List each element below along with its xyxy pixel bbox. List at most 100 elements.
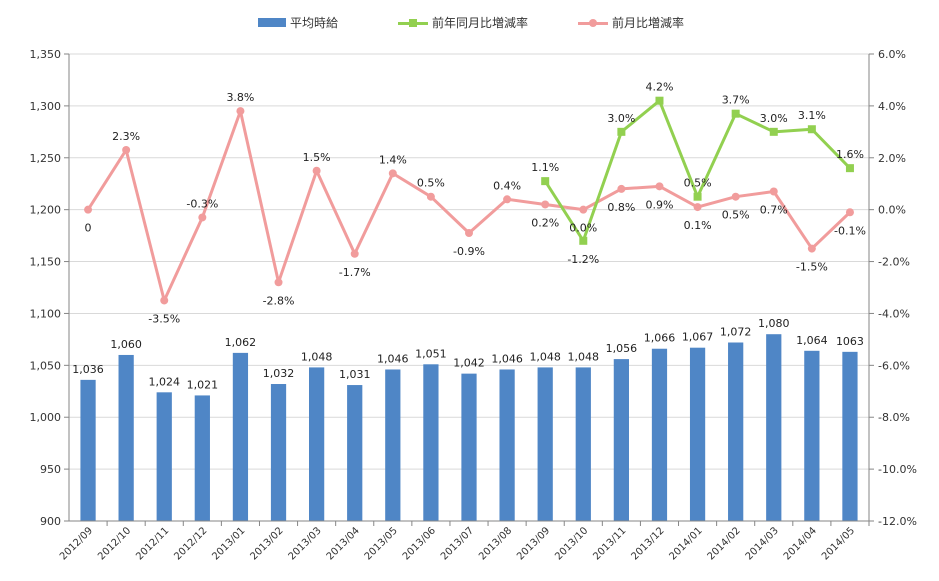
- x-tick-label: 2013/06: [401, 525, 438, 562]
- mom-point: [617, 184, 626, 193]
- x-tick-label: 2013/03: [287, 525, 324, 562]
- x-tick-label: 2013/05: [363, 525, 400, 562]
- yoy-value-label: -1.2%: [567, 253, 599, 266]
- legend-label-yoy: 前年同月比増減率: [432, 16, 529, 30]
- mom-point: [541, 200, 550, 209]
- y-left-tick-label: 1,000: [30, 411, 62, 424]
- mom-point: [465, 229, 473, 238]
- yoy-point: [617, 127, 626, 136]
- yoy-point: [693, 192, 702, 201]
- mom-value-label: 0: [85, 222, 92, 235]
- mom-point: [160, 296, 169, 305]
- legend-item-avg-wage: 平均時給: [258, 14, 338, 31]
- mom-value-label: -0.9%: [453, 245, 485, 258]
- x-tick-label: 2013/12: [629, 525, 666, 562]
- x-tick-label: 2014/04: [782, 525, 819, 562]
- mom-value-label: 0.1%: [684, 219, 712, 232]
- bar: [689, 347, 706, 521]
- mom-value-label: 1.4%: [379, 153, 407, 166]
- bar-value-label: 1,056: [606, 342, 638, 355]
- bar: [804, 350, 820, 521]
- y-left-tick-label: 1,150: [30, 256, 62, 269]
- mom-point: [655, 182, 664, 191]
- mom-value-label: 0.8%: [607, 201, 635, 214]
- mom-value-label: 0.9%: [645, 198, 673, 211]
- mom-value-label: 0.0%: [569, 222, 597, 235]
- x-tick-label: 2012/09: [58, 525, 95, 562]
- mom-value-label: -2.8%: [263, 294, 295, 307]
- bar: [385, 369, 401, 521]
- mom-value-label: 3.8%: [226, 91, 254, 104]
- mom-point: [579, 205, 588, 214]
- bar: [613, 359, 629, 521]
- bar: [842, 351, 858, 521]
- bar: [499, 369, 515, 521]
- x-tick-label: 2013/09: [515, 525, 552, 562]
- yoy-value-label: 3.7%: [722, 94, 750, 107]
- bar-value-label: 1,062: [225, 336, 257, 349]
- bar: [270, 384, 287, 521]
- bar-value-label: 1,021: [187, 378, 219, 391]
- bar: [461, 373, 477, 521]
- bar: [156, 392, 172, 521]
- bar-value-label: 1,072: [720, 326, 752, 339]
- y-left-tick-label: 1,300: [30, 100, 62, 113]
- x-tick-label: 2013/10: [553, 525, 590, 562]
- yoy-value-label: 4.2%: [645, 81, 673, 94]
- y-right-tick-label: -12.0%: [878, 515, 917, 528]
- yoy-point: [579, 236, 588, 245]
- mom-value-label: 1.5%: [303, 151, 331, 164]
- y-right-tick-label: -6.0%: [878, 359, 910, 372]
- bar: [232, 352, 249, 521]
- mom-value-label: 2.3%: [112, 130, 140, 143]
- yoy-value-label: 0.5%: [684, 177, 712, 190]
- bar-value-label: 1,046: [377, 352, 409, 365]
- bar-value-label: 1,024: [148, 375, 180, 388]
- bar-value-label: 1063: [836, 335, 864, 348]
- y-right-tick-label: 2.0%: [878, 152, 906, 165]
- mom-value-label: 0.7%: [760, 204, 788, 217]
- mom-point: [503, 195, 512, 204]
- bar: [766, 334, 782, 521]
- mom-value-label: -3.5%: [148, 312, 180, 325]
- bar-value-label: 1,048: [301, 350, 333, 363]
- y-left-tick-label: 1,200: [30, 204, 62, 217]
- mom-value-label: 0.2%: [531, 216, 559, 229]
- bar-value-label: 1,042: [453, 357, 485, 370]
- x-tick-label: 2013/04: [325, 525, 362, 562]
- yoy-point: [807, 125, 816, 134]
- yoy-value-label: 3.0%: [760, 112, 788, 125]
- mom-point: [769, 187, 778, 196]
- bar-value-label: 1,031: [339, 368, 371, 381]
- mom-point: [312, 166, 321, 175]
- y-right-tick-label: -4.0%: [878, 307, 910, 320]
- legend-label-mom: 前月比増減率: [612, 16, 685, 30]
- x-tick-label: 2013/11: [591, 525, 628, 562]
- mom-point: [274, 278, 283, 287]
- x-tick-label: 2014/02: [706, 525, 743, 562]
- mom-point: [84, 205, 93, 214]
- bar-value-label: 1,048: [529, 350, 561, 363]
- y-left-tick-label: 1,100: [30, 307, 62, 320]
- bar-value-label: 1,036: [72, 363, 104, 376]
- bar: [194, 395, 210, 521]
- y-left-tick-label: 1,250: [30, 152, 62, 165]
- y-left-tick-label: 1,050: [30, 359, 62, 372]
- x-tick-label: 2013/02: [248, 525, 285, 562]
- x-tick-label: 2013/01: [210, 525, 247, 562]
- y-right-tick-label: 4.0%: [878, 100, 906, 113]
- mom-point: [122, 145, 131, 154]
- legend-label-avg-wage: 平均時給: [290, 16, 339, 30]
- mom-value-label: -0.1%: [834, 224, 866, 237]
- bar-value-label: 1,048: [568, 350, 600, 363]
- mom-point: [388, 169, 397, 178]
- bar: [537, 367, 553, 521]
- bar-value-label: 1,080: [758, 317, 790, 330]
- x-tick-label: 2012/12: [172, 525, 209, 562]
- yoy-point: [731, 109, 740, 118]
- x-tick-label: 2012/11: [134, 525, 171, 562]
- bar-value-label: 1,066: [644, 332, 676, 345]
- bar: [728, 342, 744, 521]
- x-tick-label: 2013/08: [477, 525, 514, 562]
- bar-value-label: 1,051: [415, 347, 447, 360]
